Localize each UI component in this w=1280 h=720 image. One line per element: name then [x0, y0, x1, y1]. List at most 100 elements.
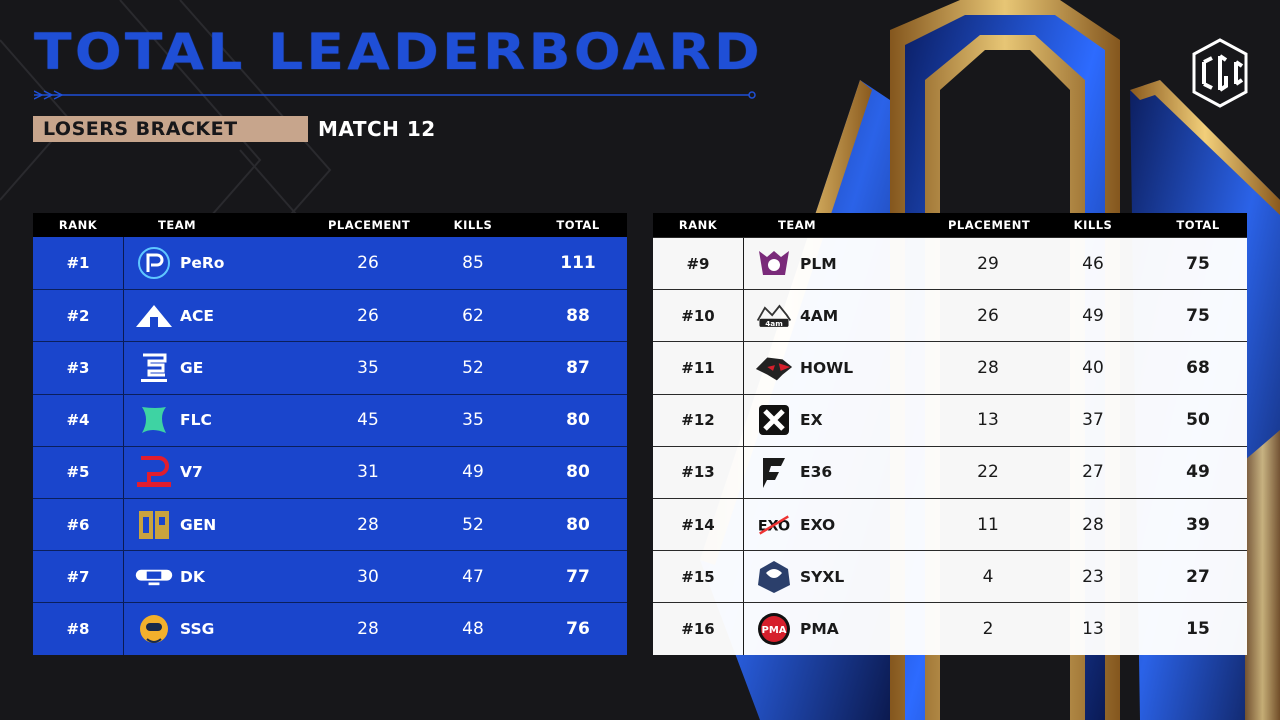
total-cell: 76 [566, 618, 590, 639]
rank-cell: #7 [66, 567, 90, 586]
total-cell: 68 [1186, 357, 1210, 378]
total-cell: 80 [566, 462, 590, 483]
table-row: #5 V7 31 49 80 [33, 445, 627, 498]
placement-cell: 45 [357, 410, 379, 431]
placement-cell: 13 [977, 410, 999, 431]
svg-text:PMA: PMA [761, 625, 786, 636]
col-placement: PLACEMENT [328, 218, 411, 232]
team-name: EXO [800, 515, 836, 534]
4am-logo-icon: 4am [754, 298, 794, 334]
placement-cell: 31 [357, 462, 379, 483]
table-row: #12 EX 13 37 50 [653, 393, 1247, 446]
cgc-logo-icon [1192, 38, 1248, 108]
pero-logo-icon [134, 245, 174, 281]
bracket-badge: LOSERS BRACKET [33, 116, 308, 142]
kills-cell: 52 [462, 514, 484, 535]
team-cell: ACE [123, 290, 328, 342]
table-row: #13 E36 22 27 49 [653, 445, 1247, 498]
table-row: #16 PMA PMA 2 13 15 [653, 602, 1247, 655]
col-kills: KILLS [1073, 218, 1113, 232]
rank-cell: #12 [681, 411, 715, 430]
team-name: E36 [800, 463, 833, 482]
v7-logo-icon [134, 454, 174, 490]
col-rank: RANK [58, 218, 98, 232]
col-placement: PLACEMENT [948, 218, 1031, 232]
placement-cell: 2 [982, 618, 994, 639]
team-cell: FLC [123, 394, 328, 446]
team-cell: PeRo [123, 237, 328, 290]
table-row: #14 EXO EXO 11 28 39 [653, 497, 1247, 551]
leaderboard-right: RANK TEAM PLACEMENT KILLS TOTAL #9 PLM 29 4… [653, 213, 1247, 655]
rank-cell: #10 [681, 306, 715, 325]
rank-cell: #15 [681, 567, 715, 586]
team-name: GE [180, 358, 204, 377]
table-row: #3 GE 35 52 87 [33, 341, 627, 394]
placement-cell: 28 [977, 357, 999, 378]
kills-cell: 48 [462, 618, 484, 639]
table-header: RANK TEAM PLACEMENT KILLS TOTAL [33, 213, 627, 237]
placement-cell: 4 [982, 566, 994, 587]
table-row: #10 4am 4AM 26 49 75 [653, 289, 1247, 342]
rank-cell: #5 [66, 463, 90, 482]
team-name: DK [180, 567, 205, 586]
kills-cell: 40 [1082, 357, 1104, 378]
table-row: #8 SSG 28 48 76 [33, 602, 627, 655]
rank-cell: #14 [681, 515, 715, 534]
rank-cell: #3 [66, 358, 90, 377]
total-cell: 75 [1186, 253, 1210, 274]
plm-logo-icon [754, 246, 794, 282]
col-total: TOTAL [1176, 218, 1220, 232]
team-name: SYXL [800, 567, 845, 586]
kills-cell: 37 [1082, 410, 1104, 431]
total-cell: 27 [1186, 566, 1210, 587]
kills-cell: 49 [462, 462, 484, 483]
team-cell: 4am 4AM [743, 290, 948, 342]
team-name: SSG [180, 619, 215, 638]
kills-cell: 62 [462, 305, 484, 326]
ssg-logo-icon [134, 611, 174, 647]
kills-cell: 47 [462, 566, 484, 587]
rank-cell: #2 [66, 306, 90, 325]
total-cell: 80 [566, 410, 590, 431]
rank-cell: #8 [66, 619, 90, 638]
team-name: GEN [180, 515, 217, 534]
leaderboard-left: RANK TEAM PLACEMENT KILLS TOTAL #1 PeRo 26… [33, 213, 627, 655]
kills-cell: 46 [1082, 253, 1104, 274]
exo-logo-icon: EXO [754, 507, 794, 543]
kills-cell: 13 [1082, 618, 1104, 639]
placement-cell: 30 [357, 566, 379, 587]
total-cell: 77 [566, 566, 590, 587]
placement-cell: 11 [977, 514, 999, 535]
team-cell: HOWL [743, 342, 948, 394]
col-kills: KILLS [453, 218, 493, 232]
team-name: FLC [180, 411, 212, 430]
table-header: RANK TEAM PLACEMENT KILLS TOTAL [653, 213, 1247, 237]
team-cell: GE [123, 342, 328, 394]
total-cell: 87 [566, 357, 590, 378]
col-team: TEAM [778, 218, 817, 232]
placement-cell: 28 [357, 618, 379, 639]
kills-cell: 52 [462, 357, 484, 378]
team-cell: E36 [743, 446, 948, 498]
table-row: #6 GEN 28 52 80 [33, 497, 627, 551]
table-row: #9 PLM 29 46 75 [653, 237, 1247, 290]
title-underline [34, 90, 756, 100]
team-name: PLM [800, 254, 837, 273]
placement-cell: 28 [357, 514, 379, 535]
ex-logo-icon [754, 402, 794, 438]
kills-cell: 35 [462, 410, 484, 431]
team-cell: PLM [743, 238, 948, 290]
team-name: PMA [800, 619, 839, 638]
rank-cell: #6 [66, 515, 90, 534]
placement-cell: 29 [977, 253, 999, 274]
table-row: #2 ACE 26 62 88 [33, 289, 627, 342]
kills-cell: 85 [462, 253, 484, 274]
total-cell: 50 [1186, 410, 1210, 431]
team-cell: SSG [123, 603, 328, 655]
pma-logo-icon: PMA [754, 611, 794, 647]
total-cell: 111 [560, 253, 596, 274]
placement-cell: 26 [357, 305, 379, 326]
team-cell: DK [123, 551, 328, 603]
howl-logo-icon [754, 350, 794, 386]
table-row: #4 FLC 45 35 80 [33, 393, 627, 446]
